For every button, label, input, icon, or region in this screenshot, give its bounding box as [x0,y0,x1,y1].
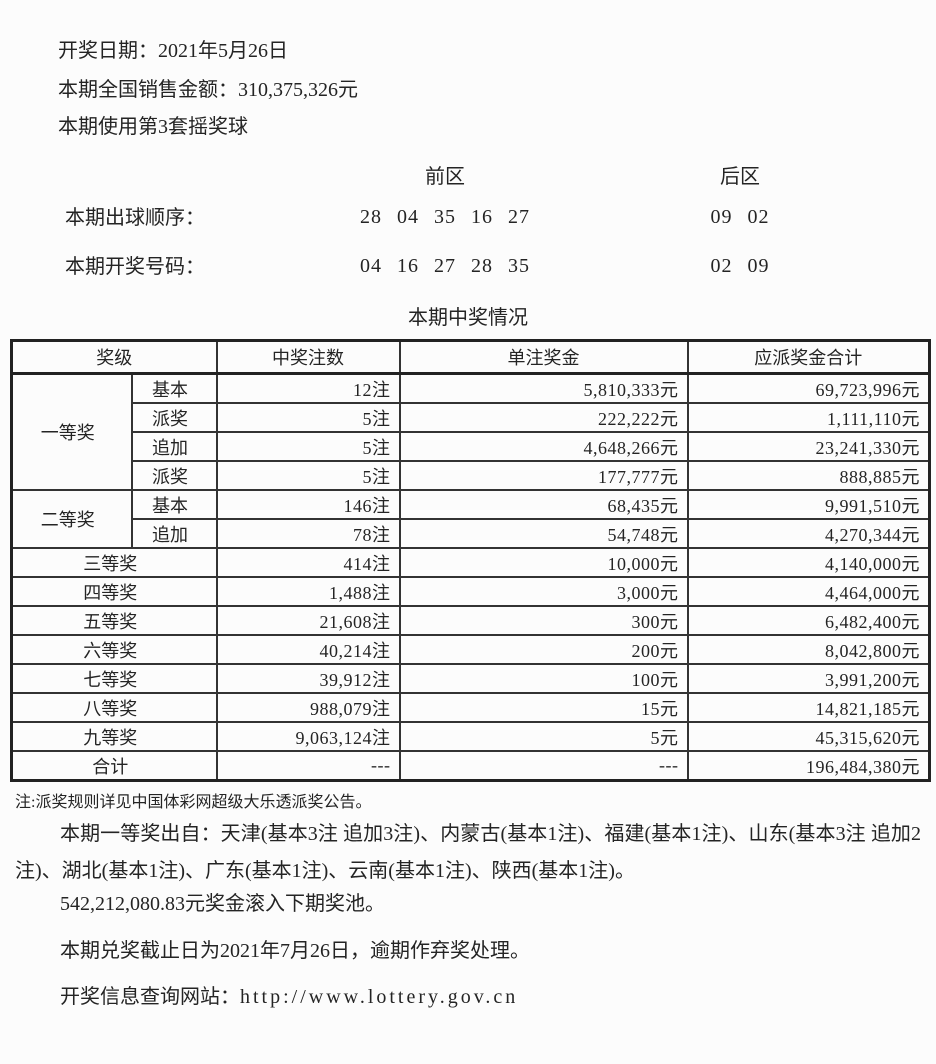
table-row: 五等奖 21,608注 300元 6,482,400元 [10,605,931,636]
prize-cell: 10,000元 [398,547,689,578]
sub-level-cell: 追加 [130,518,218,549]
col-header-level: 奖级 [10,339,218,375]
total-cell: 8,042,800元 [686,634,931,665]
sub-level-cell: 派奖 [130,460,218,491]
level-cell: 三等奖 [10,547,218,578]
rollover-text: 542,212,080.83元奖金滚入下期奖池。 [60,893,385,915]
total-cell: 3,991,200元 [686,663,931,694]
count-cell: --- [215,750,401,782]
level-cell: 一等奖 [10,372,133,491]
count-cell: 1,488注 [215,576,401,607]
sub-level-cell: 基本 [130,372,218,404]
total-cell: 196,484,380元 [686,750,931,782]
prize-table-title: 本期中奖情况 [408,307,528,329]
website-line: 开奖信息查询网站：http://www.lottery.gov.cn [60,985,518,1009]
prize-cell: --- [398,750,689,782]
prize-cell: 3,000元 [398,576,689,607]
col-header-count: 中奖注数 [215,339,401,375]
redeem-deadline-text: 本期兑奖截止日为2021年7月26日，逾期作弃奖处理。 [60,940,530,962]
back-zone-label: 后区 [720,166,760,188]
winning-numbers-label: 本期开奖号码： [65,256,205,278]
total-cell: 888,885元 [686,460,931,491]
prize-cell: 200元 [398,634,689,665]
sub-level-cell: 基本 [130,489,218,520]
total-cell: 45,315,620元 [686,721,931,752]
prize-cell: 5,810,333元 [398,372,689,404]
sales-amount-text: 本期全国销售金额：310,375,326元 [58,79,358,101]
prize-table: 奖级 中奖注数 单注奖金 应派奖金合计 一等奖 基本 12注 5,810,333… [10,339,931,782]
prize-cell: 177,777元 [398,460,689,491]
table-row: 追加 5注 4,648,266元 23,241,330元 [12,431,931,462]
count-cell: 12注 [215,372,401,404]
count-cell: 9,063,124注 [215,721,401,752]
total-cell: 6,482,400元 [686,605,931,636]
total-cell: 69,723,996元 [686,372,931,404]
level-cell: 七等奖 [10,663,218,694]
table-row: 二等奖 基本 146注 68,435元 9,991,510元 [10,489,931,549]
total-cell: 1,111,110元 [686,402,931,433]
table-row: 七等奖 39,912注 100元 3,991,200元 [10,663,931,694]
total-cell: 23,241,330元 [686,431,931,462]
count-cell: 40,214注 [215,634,401,665]
table-row: 派奖 5注 222,222元 1,111,110元 [12,402,931,433]
ball-set-text: 本期使用第3套摇奖球 [58,116,248,138]
prize-cell: 4,648,266元 [398,431,689,462]
level-cell: 合计 [10,750,218,782]
sub-level-cell: 追加 [130,431,218,462]
lottery-website-link[interactable]: http://www.lottery.gov.cn [240,986,519,1008]
draw-order-label: 本期出球顺序： [65,207,205,229]
count-cell: 21,608注 [215,605,401,636]
level-cell: 六等奖 [10,634,218,665]
prize-cell: 222,222元 [398,402,689,433]
website-label: 开奖信息查询网站： [60,986,240,1008]
payout-rule-note: 注:派奖规则详见中国体彩网超级大乐透派奖公告。 [15,794,372,811]
total-cell: 4,464,000元 [686,576,931,607]
table-row: 派奖 5注 177,777元 888,885元 [12,460,931,491]
sub-level-cell: 派奖 [130,402,218,433]
table-row: 三等奖 414注 10,000元 4,140,000元 [10,547,931,578]
table-row: 追加 78注 54,748元 4,270,344元 [12,518,931,549]
prize-cell: 300元 [398,605,689,636]
level-cell: 八等奖 [10,692,218,723]
total-cell: 14,821,185元 [686,692,931,723]
level-cell: 五等奖 [10,605,218,636]
winning-numbers-back: 02 09 [710,255,770,277]
count-cell: 5注 [215,402,401,433]
prize-cell: 15元 [398,692,689,723]
count-cell: 988,079注 [215,692,401,723]
front-zone-label: 前区 [425,166,465,188]
table-row: 四等奖 1,488注 3,000元 4,464,000元 [10,576,931,607]
first-prize-origin-text: 本期一等奖出自：天津(基本3注 追加3注)、内蒙古(基本1注)、福建(基本1注)… [15,823,921,882]
table-total-row: 合计 --- --- 196,484,380元 [10,750,931,782]
col-header-total: 应派奖金合计 [686,339,931,375]
count-cell: 146注 [215,489,401,520]
prize-cell: 100元 [398,663,689,694]
draw-order-back-numbers: 09 02 [710,206,770,228]
level-cell: 四等奖 [10,576,218,607]
count-cell: 5注 [215,460,401,491]
prize-cell: 5元 [398,721,689,752]
table-header-row: 奖级 中奖注数 单注奖金 应派奖金合计 [10,339,931,375]
total-cell: 9,991,510元 [686,489,931,520]
draw-order-front-numbers: 28 04 35 16 27 [360,206,530,228]
table-row: 八等奖 988,079注 15元 14,821,185元 [10,692,931,723]
count-cell: 39,912注 [215,663,401,694]
level-cell: 二等奖 [10,489,133,549]
count-cell: 78注 [215,518,401,549]
count-cell: 5注 [215,431,401,462]
table-row: 九等奖 9,063,124注 5元 45,315,620元 [10,721,931,752]
table-row: 六等奖 40,214注 200元 8,042,800元 [10,634,931,665]
table-row: 一等奖 基本 12注 5,810,333元 69,723,996元 [10,372,931,491]
winning-numbers-front: 04 16 27 28 35 [360,255,530,277]
count-cell: 414注 [215,547,401,578]
total-cell: 4,140,000元 [686,547,931,578]
draw-date-text: 开奖日期：2021年5月26日 [58,40,288,62]
total-cell: 4,270,344元 [686,518,931,549]
level-cell: 九等奖 [10,721,218,752]
prize-cell: 54,748元 [398,518,689,549]
col-header-prize: 单注奖金 [398,339,689,375]
prize-cell: 68,435元 [398,489,689,520]
